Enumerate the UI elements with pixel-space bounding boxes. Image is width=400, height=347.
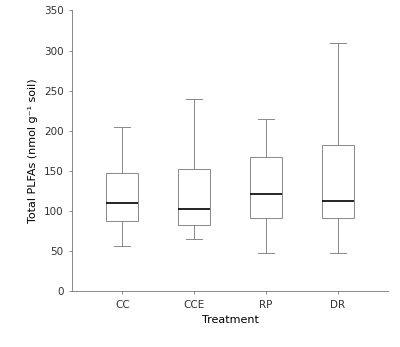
PathPatch shape: [250, 156, 282, 218]
X-axis label: Treatment: Treatment: [202, 315, 258, 325]
PathPatch shape: [106, 174, 138, 221]
PathPatch shape: [178, 169, 210, 225]
PathPatch shape: [322, 144, 354, 218]
Y-axis label: Total PLFAs (nmol g⁻¹ soil): Total PLFAs (nmol g⁻¹ soil): [28, 79, 38, 223]
